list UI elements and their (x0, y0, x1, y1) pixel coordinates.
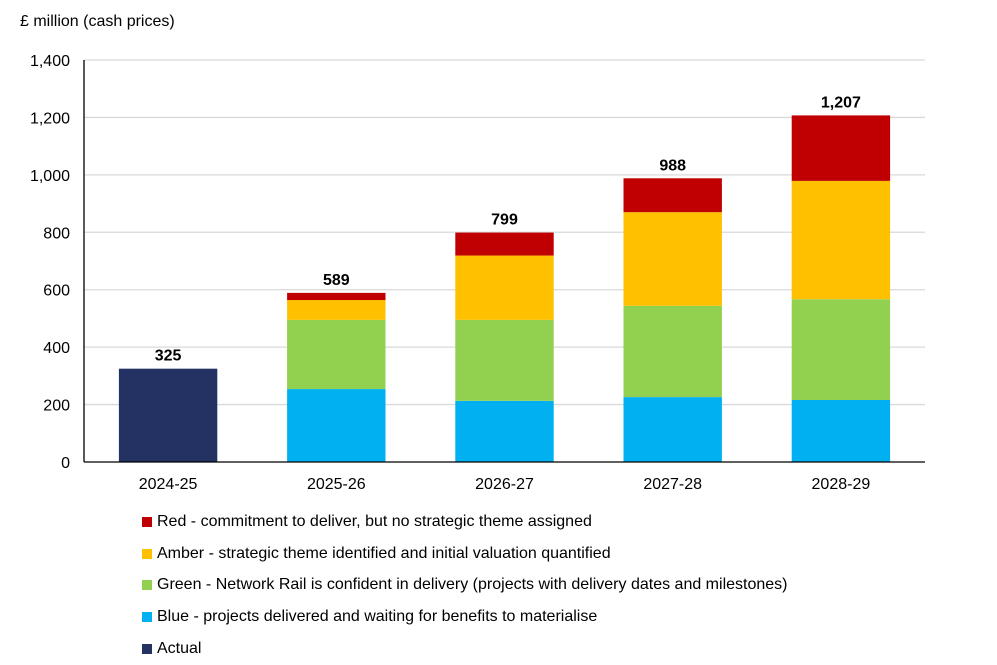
legend-label-blue: Blue - projects delivered and waiting fo… (157, 608, 598, 626)
legend-label-green: Green - Network Rail is confident in del… (157, 576, 788, 594)
total-data-label: 1,207 (821, 94, 861, 111)
total-data-label: 325 (155, 348, 182, 365)
bar-segment-actual (118, 368, 218, 462)
chart-legend: Red - commitment to deliver, but no stra… (142, 506, 787, 665)
legend-swatch-green (142, 580, 152, 591)
total-data-label: 589 (323, 272, 350, 289)
total-data-label: 988 (659, 157, 686, 174)
bar-segment-amber (455, 255, 554, 320)
legend-item-actual: Actual (142, 633, 787, 665)
bar-segment-amber (623, 212, 722, 306)
y-tick-label: 200 (43, 398, 70, 415)
y-tick-label: 800 (43, 225, 70, 242)
legend-swatch-blue (142, 612, 152, 623)
bar-segment-amber (791, 180, 891, 300)
legend-item-green: Green - Network Rail is confident in del… (142, 570, 787, 602)
stacked-bar-chart: 0 200 400 600 800 1,000 1,200 1,400 325 2024-25 58… (30, 53, 925, 493)
bar-segment-blue (455, 400, 554, 462)
bar-segment-green (287, 319, 386, 390)
bar-segment-red (791, 115, 891, 181)
bar-segment-amber (287, 300, 386, 320)
y-tick-label: 1,200 (30, 110, 70, 127)
y-tick-label: 1,000 (30, 168, 70, 185)
legend-item-blue: Blue - projects delivered and waiting fo… (142, 601, 787, 633)
bar-segment-red (455, 232, 554, 256)
legend-swatch-red (142, 516, 152, 527)
total-data-label: 799 (491, 212, 518, 229)
x-tick-label: 2026-27 (475, 476, 534, 493)
bar-segment-blue (623, 397, 722, 462)
bar-segment-red (623, 178, 722, 213)
legend-label-amber: Amber - strategic theme identified and i… (157, 544, 611, 562)
bar-segment-blue (287, 389, 386, 462)
y-tick-label: 400 (43, 340, 70, 357)
legend-label-red: Red - commitment to deliver, but no stra… (157, 512, 592, 530)
bar-segment-green (455, 319, 554, 401)
x-tick-label: 2024-25 (139, 476, 198, 493)
legend-item-amber: Amber - strategic theme identified and i… (142, 538, 787, 570)
legend-swatch-amber (142, 548, 152, 559)
y-axis-unit-label: £ million (cash prices) (20, 13, 175, 30)
bar-segment-green (623, 305, 722, 398)
bar-segment-red (287, 292, 386, 301)
legend-item-red: Red - commitment to deliver, but no stra… (142, 506, 787, 538)
x-tick-label: 2025-26 (307, 476, 366, 493)
legend-label-actual: Actual (157, 640, 202, 658)
x-tick-label: 2027-28 (643, 476, 702, 493)
bar-segment-blue (791, 399, 891, 462)
legend-swatch-actual (142, 644, 152, 655)
bar-segment-green (791, 299, 891, 400)
y-tick-label: 1,400 (30, 53, 70, 70)
y-tick-label: 600 (43, 283, 70, 300)
x-tick-label: 2028-29 (812, 476, 871, 493)
y-tick-label: 0 (61, 455, 70, 472)
